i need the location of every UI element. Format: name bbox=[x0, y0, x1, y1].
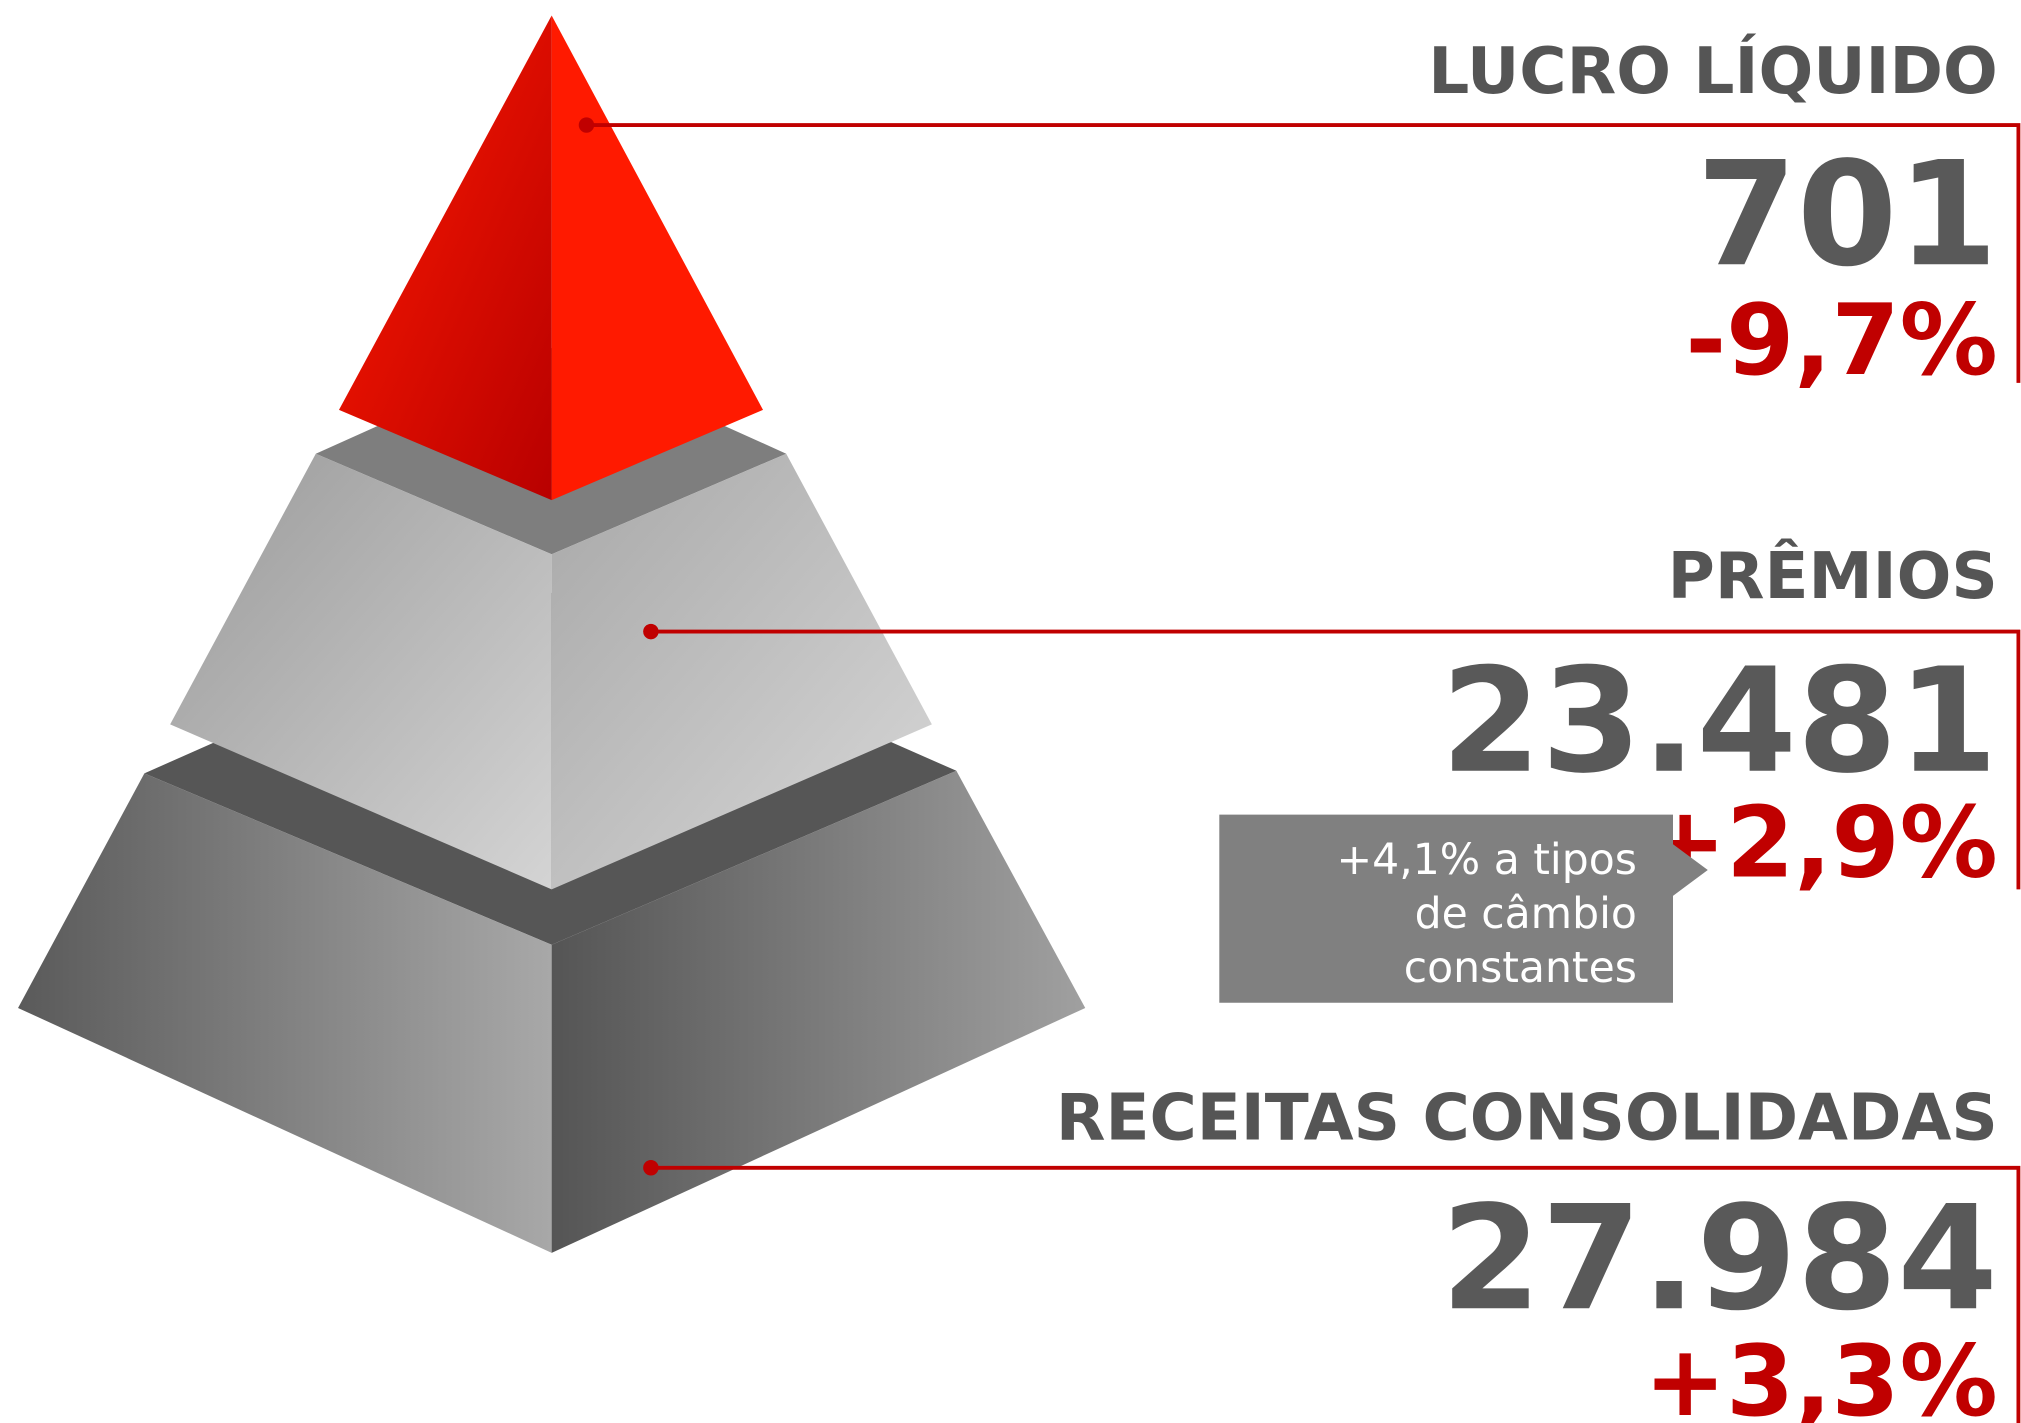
label: RECEITAS CONSOLIDADAS bbox=[1056, 1080, 1998, 1155]
tier-face bbox=[551, 453, 932, 890]
note-box bbox=[1219, 814, 1708, 1003]
tier-face bbox=[338, 15, 552, 501]
change: +2,9% bbox=[1644, 786, 1998, 900]
value: 27.984 bbox=[1441, 1175, 1998, 1343]
tier-face bbox=[170, 453, 552, 890]
leader-dot bbox=[643, 1160, 659, 1176]
change: +3,3% bbox=[1644, 1325, 1998, 1423]
leader-dot bbox=[578, 117, 595, 133]
label: LUCRO LÍQUIDO bbox=[1428, 33, 1998, 109]
leader-dot bbox=[643, 623, 659, 640]
note-line: +4,1% a tipos bbox=[1337, 836, 1637, 885]
leader-line bbox=[586, 123, 2021, 383]
tier-face bbox=[18, 773, 552, 1253]
tier-face bbox=[551, 770, 1086, 1253]
note-line: de câmbio bbox=[1415, 890, 1637, 939]
leader-line bbox=[650, 1165, 2021, 1423]
label: PRÊMIOS bbox=[1668, 538, 1998, 614]
value: 23.481 bbox=[1441, 638, 1998, 806]
leader-line bbox=[650, 629, 2021, 890]
change: -9,7% bbox=[1686, 284, 1998, 398]
value: 701 bbox=[1696, 131, 1997, 299]
tier-face bbox=[551, 15, 764, 501]
note-line: constantes bbox=[1404, 944, 1637, 993]
